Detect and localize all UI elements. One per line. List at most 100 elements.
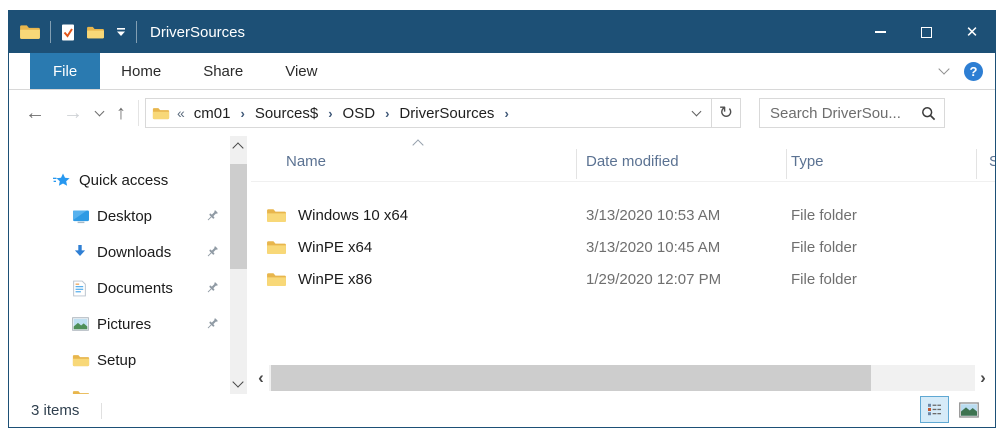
column-header-date-modified[interactable]: Date modified [586, 153, 679, 170]
tab-home[interactable]: Home [121, 62, 162, 80]
file-row-winpe-x86[interactable]: WinPE x86 1/29/2020 12:07 PM File folder [251, 264, 995, 296]
tab-share[interactable]: Share [203, 62, 244, 80]
horizontal-scrollbar[interactable]: ‹ › [253, 365, 991, 391]
large-icons-view-button[interactable] [954, 396, 983, 423]
file-row-windows-10-x64[interactable]: Windows 10 x64 3/13/2020 10:53 AM File f… [251, 200, 995, 232]
column-headers: Name Date modified Type Size [251, 149, 995, 182]
sidebar-item-setup[interactable]: Setup [9, 342, 251, 378]
breadcrumb-separator-icon[interactable]: › [504, 105, 509, 121]
refresh-button[interactable]: ↻ [711, 98, 741, 128]
file-date-modified: 3/13/2020 10:53 AM [586, 207, 721, 224]
pin-icon [205, 317, 219, 331]
ribbon-tab-row: File Home Share View ? [9, 53, 995, 90]
minimize-icon [874, 31, 886, 33]
scroll-up-icon[interactable] [232, 142, 244, 154]
qat-new-folder-button[interactable] [86, 25, 105, 40]
large-icons-view-icon [958, 401, 979, 418]
maximize-button[interactable] [903, 11, 949, 53]
folder-icon [266, 239, 287, 256]
navbar-divider [138, 100, 139, 126]
scroll-down-icon[interactable] [232, 376, 244, 388]
sidebar-scrollbar-thumb[interactable] [230, 164, 247, 269]
customize-caret-icon [117, 28, 125, 36]
file-type: File folder [791, 271, 857, 288]
details-view-button[interactable] [920, 396, 949, 423]
documents-icon [72, 280, 87, 297]
window-title: DriverSources [150, 23, 246, 41]
sidebar-item-label: Downloads [97, 243, 172, 261]
folder-icon [266, 271, 287, 288]
navigation-bar: ← → ↑ « cm01 › Sources$ › OSD › DriverSo… [9, 90, 995, 136]
horizontal-scrollbar-thumb[interactable] [271, 365, 872, 391]
file-type: File folder [791, 239, 857, 256]
breadcrumb-separator-icon[interactable]: › [328, 105, 333, 121]
file-rows: Windows 10 x64 3/13/2020 10:53 AM File f… [251, 200, 995, 296]
column-divider[interactable] [786, 149, 787, 179]
app-folder-icon [19, 23, 41, 41]
search-input[interactable] [760, 104, 921, 122]
quick-access-star-icon [53, 172, 72, 189]
address-bar[interactable]: « cm01 › Sources$ › OSD › DriverSources … [145, 98, 712, 128]
file-name: WinPE x64 [298, 239, 373, 256]
pin-icon [205, 281, 219, 295]
scroll-right-icon[interactable]: › [980, 368, 986, 387]
file-row-winpe-x64[interactable]: WinPE x64 3/13/2020 10:45 AM File folder [251, 232, 995, 264]
search-icon[interactable] [921, 106, 936, 121]
address-dropdown-icon[interactable] [691, 106, 702, 117]
back-button[interactable]: ← [25, 102, 45, 124]
help-icon[interactable]: ? [964, 61, 983, 81]
sidebar-item-pictures[interactable]: Pictures [9, 306, 251, 342]
close-button[interactable]: ✕ [949, 11, 995, 53]
breadcrumb-osd[interactable]: OSD [342, 104, 376, 122]
sidebar-item-label: Setup [97, 351, 137, 369]
qat-customize-dropdown-button[interactable] [115, 27, 127, 37]
column-header-type[interactable]: Type [791, 153, 824, 170]
downloads-icon [72, 244, 88, 260]
file-date-modified: 1/29/2020 12:07 PM [586, 271, 722, 288]
sidebar-item-documents[interactable]: Documents [9, 270, 251, 306]
file-type: File folder [791, 207, 857, 224]
breadcrumb-driversources[interactable]: DriverSources [399, 104, 495, 122]
titlebar[interactable]: DriverSources ✕ [9, 11, 995, 53]
breadcrumb-separator-icon[interactable]: › [385, 105, 390, 121]
column-divider[interactable] [976, 149, 977, 179]
file-list-pane: Name Date modified Type Size Windows 10 … [251, 136, 995, 394]
address-folder-icon [152, 106, 170, 121]
sidebar-scrollbar[interactable] [230, 136, 247, 394]
qat-properties-button[interactable] [60, 23, 76, 42]
recent-locations-icon[interactable] [94, 106, 105, 117]
breadcrumb-sources[interactable]: Sources$ [254, 104, 319, 122]
breadcrumb-cm01[interactable]: cm01 [193, 104, 231, 122]
expand-ribbon-icon[interactable] [938, 63, 950, 75]
up-button[interactable]: ↑ [116, 102, 126, 124]
new-folder-icon [87, 26, 104, 38]
breadcrumb-separator-icon[interactable]: › [240, 105, 245, 121]
status-separator [101, 402, 103, 419]
sidebar-item-label: Documents [97, 279, 173, 297]
breadcrumb-overflow[interactable]: « [177, 105, 185, 121]
titlebar-separator [136, 21, 137, 43]
sidebar-item-partial[interactable] [9, 378, 251, 394]
minimize-button[interactable] [857, 11, 903, 53]
navigation-pane: Quick access Desktop Downloads [9, 136, 251, 394]
scroll-left-icon[interactable]: ‹ [258, 368, 264, 387]
sidebar-item-quick-access[interactable]: Quick access [9, 162, 251, 198]
forward-button[interactable]: → [63, 102, 83, 124]
column-header-size[interactable]: Size [989, 153, 995, 170]
folder-icon [72, 353, 90, 368]
tab-file[interactable]: File [30, 53, 101, 89]
tab-view[interactable]: View [285, 62, 318, 80]
folder-icon [266, 207, 287, 224]
column-header-name[interactable]: Name [286, 153, 327, 170]
sidebar-item-desktop[interactable]: Desktop [9, 198, 251, 234]
pin-icon [205, 245, 219, 259]
close-icon: ✕ [965, 23, 979, 41]
folder-icon [72, 389, 90, 394]
sidebar-item-downloads[interactable]: Downloads [9, 234, 251, 270]
item-count: 3 items [31, 402, 80, 419]
horizontal-scrollbar-track[interactable] [269, 365, 975, 391]
file-date-modified: 3/13/2020 10:45 AM [586, 239, 721, 256]
column-divider[interactable] [576, 149, 577, 179]
file-name: WinPE x86 [298, 271, 373, 288]
